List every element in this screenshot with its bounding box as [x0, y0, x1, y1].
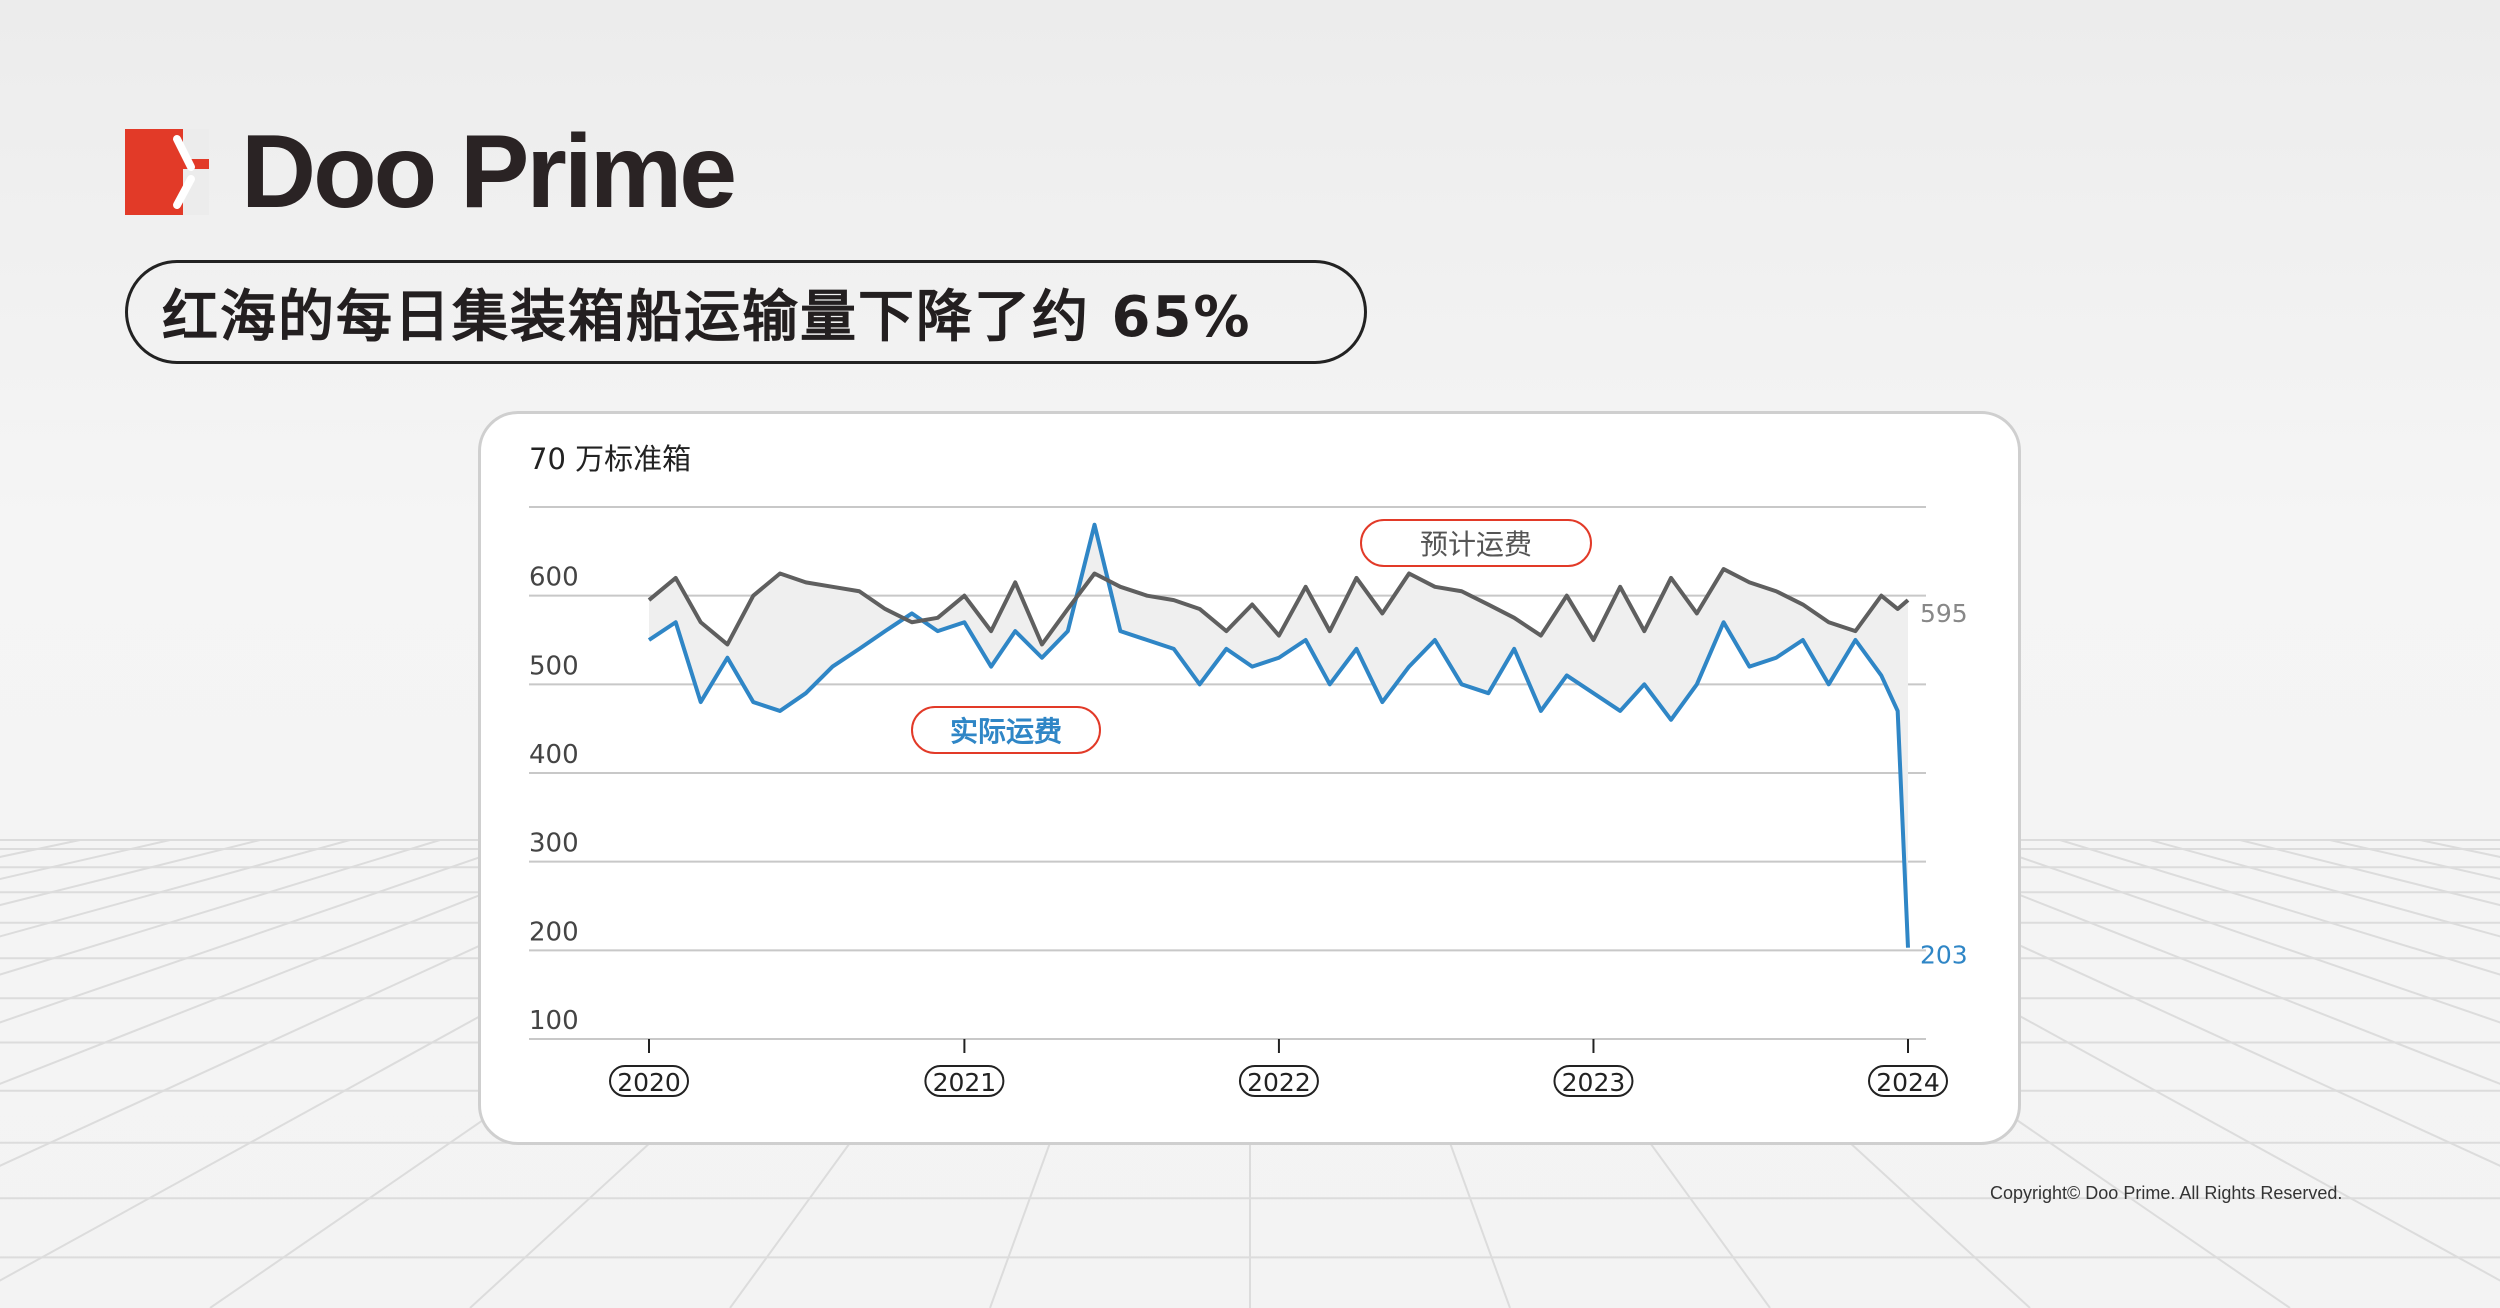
expected-series-line	[647, 567, 1910, 647]
grid-line	[2149, 839, 2500, 938]
grid-line	[0, 839, 81, 858]
headline: 红海的每日集装箱船运输量下降了约 65%	[162, 284, 1252, 350]
container-traffic-chart: 70 万标准箱 100 200 300 400 500 600 2020 2021 2022 202…	[529, 442, 1968, 1097]
y-axis-unit-label: 70 万标准箱	[529, 442, 691, 476]
chart-card: 70 万标准箱 100 200 300 400 500 600 2020 2021 2022 202…	[478, 411, 2021, 1145]
grid-line	[2419, 839, 2500, 858]
x-tick-pill	[1238, 1065, 1319, 1097]
actual-end-label: 203	[1920, 941, 1968, 970]
grid-line	[1879, 839, 2500, 1085]
copyright-text: Copyright© Doo Prime. All Rights Reserve…	[1990, 1183, 2343, 1203]
actual-legend-label: 实际运费	[950, 715, 1062, 748]
y-tick-label: 200	[529, 917, 579, 947]
grid-line	[0, 839, 261, 907]
x-tick-label: 2021	[933, 1068, 997, 1097]
y-tick-label: 500	[529, 651, 579, 681]
doo-prime-logo-icon	[125, 129, 209, 215]
actual-legend-pill	[911, 706, 1101, 754]
x-tick-label: 2020	[617, 1068, 681, 1097]
grid-line	[0, 839, 351, 938]
x-tick-pill	[1868, 1065, 1948, 1097]
x-tick-label: 2022	[1247, 1068, 1311, 1097]
x-tick-pill	[924, 1065, 1005, 1097]
grid-line	[0, 839, 531, 1024]
grid-line	[0, 839, 441, 976]
grid-line	[2059, 839, 2500, 976]
y-tick-label: 100	[529, 1006, 579, 1036]
x-tick-pill	[1553, 1065, 1634, 1097]
expected-end-label: 595	[1920, 599, 1968, 628]
x-tick-pill	[609, 1065, 689, 1097]
x-tick-label: 2024	[1876, 1068, 1940, 1097]
y-tick-label: 300	[529, 829, 579, 859]
expected-legend-label: 预计运费	[1420, 528, 1532, 561]
y-tick-label: 400	[529, 740, 579, 770]
headline-pill: 红海的每日集装箱船运输量下降了约 65%	[125, 260, 1367, 364]
expected-legend-pill	[1360, 519, 1592, 567]
grid-line	[0, 839, 621, 1085]
grid-line	[1969, 839, 2500, 1024]
brand-logo: Doo Prime	[125, 114, 737, 230]
x-tick-label: 2023	[1562, 1068, 1626, 1097]
y-tick-label: 600	[529, 563, 579, 593]
grid-line	[2239, 839, 2500, 907]
brand-name: Doo Prime	[241, 114, 737, 230]
actual-series-line	[647, 522, 1910, 948]
